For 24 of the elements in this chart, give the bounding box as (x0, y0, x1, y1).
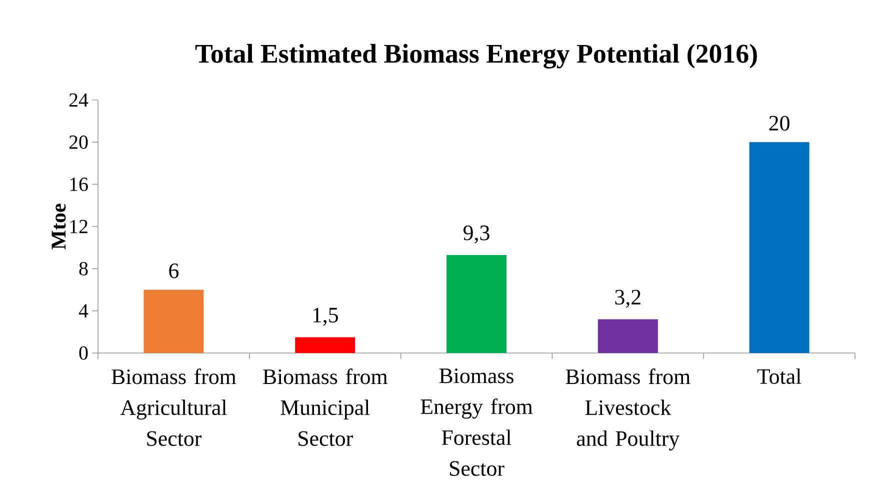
x-tick-label: Biomass from Livestock and Poultry (566, 368, 690, 450)
y-tick-label: 8 (79, 262, 88, 276)
y-axis-title: Mtoe (52, 204, 66, 250)
chart-title: Total Estimated Biomass Energy Potential (2016) (195, 44, 757, 69)
y-tick-label: 24 (69, 93, 88, 107)
x-tick-label: Total (757, 368, 802, 384)
bar (446, 254, 507, 353)
x-tick-label: Biomass Energy from Forestal Sector (420, 368, 533, 476)
data-label: 9,3 (464, 226, 490, 244)
y-tick-label: 16 (70, 178, 88, 192)
bar (749, 142, 810, 353)
bar (144, 290, 204, 353)
data-label: 6 (169, 264, 179, 278)
x-tick-label: Biomass from Agricultural Sector (112, 368, 236, 446)
x-tick-label: Biomass from Municipal Sector (263, 368, 388, 446)
bar (598, 319, 658, 353)
y-tick-label: 20 (69, 135, 88, 149)
y-tick-label: 4 (78, 304, 88, 318)
data-label: 1,5 (313, 308, 338, 326)
bar (295, 337, 356, 353)
y-tick-label: 12 (70, 220, 88, 234)
data-label: 20 (769, 116, 790, 131)
data-label: 3,2 (615, 290, 640, 308)
y-tick-label: 0 (79, 346, 88, 360)
